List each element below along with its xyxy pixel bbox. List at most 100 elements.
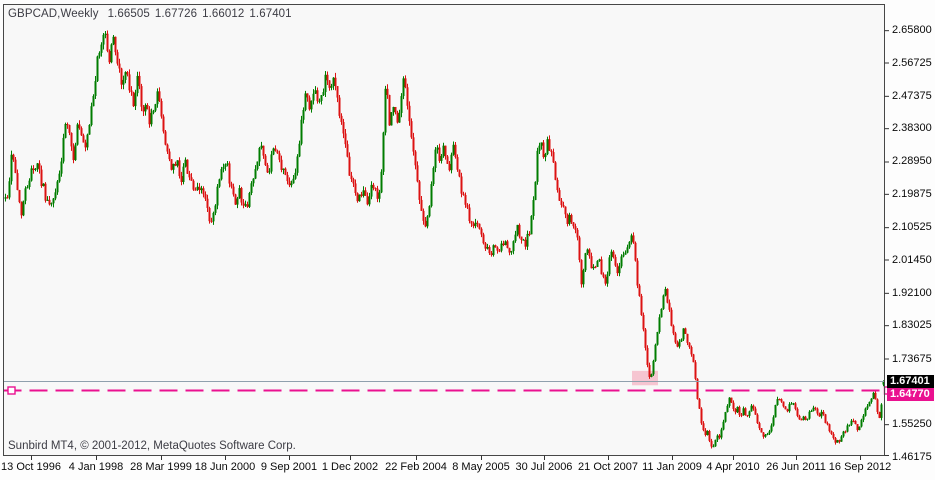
price-tick-label: 1.83025 bbox=[892, 319, 932, 332]
candle bbox=[440, 153, 443, 164]
candle bbox=[482, 232, 485, 245]
quote-open: 1.66505 bbox=[107, 8, 150, 20]
candle bbox=[240, 186, 243, 206]
candle bbox=[640, 293, 643, 316]
candle bbox=[182, 163, 185, 185]
candle bbox=[794, 402, 797, 411]
candle bbox=[806, 418, 809, 421]
candle bbox=[586, 248, 589, 255]
candle bbox=[570, 213, 573, 225]
candle bbox=[854, 420, 857, 425]
candle bbox=[702, 421, 705, 432]
candle bbox=[828, 423, 831, 433]
candle bbox=[402, 76, 405, 100]
candle bbox=[824, 413, 827, 424]
price-tick-label: 2.01450 bbox=[892, 253, 932, 266]
candle bbox=[258, 146, 261, 167]
candle bbox=[706, 430, 709, 436]
candle bbox=[260, 141, 263, 150]
time-tick-label: 4 Jan 1998 bbox=[68, 461, 124, 473]
candle bbox=[710, 438, 713, 449]
time-tick-label: 1 Dec 2002 bbox=[321, 461, 379, 473]
candle bbox=[274, 145, 277, 152]
candle bbox=[764, 433, 767, 438]
candle bbox=[430, 181, 433, 208]
candle bbox=[520, 236, 523, 244]
candle bbox=[846, 423, 849, 433]
candle bbox=[876, 398, 879, 415]
quote-low: 1.66012 bbox=[202, 8, 245, 20]
candle bbox=[544, 152, 547, 162]
candle bbox=[64, 122, 67, 139]
candle bbox=[282, 168, 285, 175]
candle bbox=[642, 312, 645, 332]
candle bbox=[530, 215, 533, 235]
candle bbox=[600, 256, 603, 275]
candle bbox=[210, 217, 213, 223]
candle bbox=[564, 206, 567, 219]
candle bbox=[96, 55, 99, 83]
hline-handle-left[interactable] bbox=[7, 386, 16, 395]
plot-background[interactable] bbox=[3, 4, 885, 456]
candle bbox=[666, 288, 669, 304]
time-tick-label: 21 Oct 2007 bbox=[578, 461, 638, 473]
candle bbox=[486, 243, 489, 250]
candle bbox=[432, 166, 435, 187]
candle bbox=[634, 241, 637, 262]
candle bbox=[316, 87, 319, 104]
candle bbox=[652, 359, 655, 376]
candle bbox=[404, 75, 407, 89]
candle bbox=[852, 418, 855, 423]
candle bbox=[156, 88, 159, 108]
candle bbox=[144, 103, 147, 116]
candle bbox=[124, 71, 127, 84]
candle bbox=[126, 70, 129, 77]
candle bbox=[740, 413, 743, 418]
time-tick-label: 4 Apr 2010 bbox=[706, 461, 760, 473]
candle bbox=[28, 178, 31, 190]
candle bbox=[708, 429, 711, 443]
candle bbox=[332, 77, 335, 90]
candle bbox=[66, 122, 69, 129]
candle bbox=[460, 172, 463, 198]
candle bbox=[478, 223, 481, 230]
candle bbox=[758, 421, 761, 431]
time-tick-label: 30 Jul 2006 bbox=[515, 461, 573, 473]
candle bbox=[734, 408, 737, 415]
candle bbox=[212, 211, 215, 225]
candle bbox=[468, 203, 471, 224]
candle bbox=[294, 168, 297, 180]
candle bbox=[628, 241, 631, 249]
candle bbox=[752, 404, 755, 411]
time-tick-label: 28 Mar 1999 bbox=[130, 461, 192, 473]
candle bbox=[820, 409, 823, 419]
candle bbox=[760, 428, 763, 433]
time-tick-label: 9 Sep 2001 bbox=[260, 461, 318, 473]
time-tick-label: 11 Jan 2009 bbox=[642, 461, 702, 473]
candle bbox=[850, 418, 853, 426]
candle bbox=[324, 70, 327, 97]
candle bbox=[674, 331, 677, 344]
candle bbox=[454, 141, 457, 159]
candle bbox=[832, 432, 835, 440]
candle bbox=[164, 130, 167, 146]
candle bbox=[692, 353, 695, 363]
candle bbox=[380, 169, 383, 194]
candle bbox=[370, 181, 373, 200]
chart-symbol-period: GBPCAD,Weekly bbox=[8, 8, 99, 20]
candle bbox=[366, 192, 369, 206]
candle bbox=[424, 217, 427, 228]
candle bbox=[224, 163, 227, 171]
candle bbox=[100, 42, 103, 57]
candle bbox=[434, 146, 437, 173]
candle bbox=[804, 415, 807, 421]
candle bbox=[84, 139, 87, 152]
candle bbox=[622, 251, 625, 258]
candle bbox=[74, 142, 77, 161]
candle bbox=[104, 30, 107, 39]
candle bbox=[322, 88, 325, 96]
candle bbox=[276, 149, 279, 154]
candle bbox=[88, 124, 91, 135]
candle bbox=[384, 85, 387, 136]
